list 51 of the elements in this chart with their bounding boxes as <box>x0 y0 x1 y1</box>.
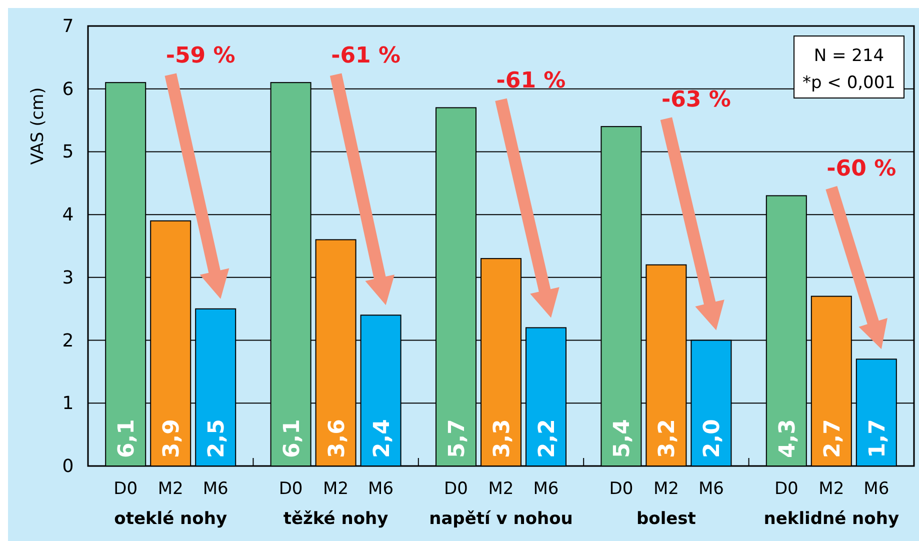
annotation: -60 % <box>826 156 896 182</box>
annotation: -61 % <box>331 44 401 69</box>
text: D0 <box>609 479 634 499</box>
x-tick-label: těžké nohy <box>283 509 388 529</box>
annotation: N = 214 <box>814 46 884 66</box>
data-label: 2,5 <box>204 419 230 458</box>
x-tick-label: neklidné nohy <box>764 509 900 529</box>
data-label: 2,2 <box>535 419 560 458</box>
series-label: M2 <box>158 479 184 499</box>
data-label: 1,7 <box>865 419 890 458</box>
data-label: 3,2 <box>655 419 680 458</box>
x-tick-label: bolest <box>636 509 696 529</box>
data-label: 2,4 <box>370 419 395 458</box>
data-label: 5,4 <box>610 419 636 458</box>
text: D0 <box>774 479 798 499</box>
y-tick-label: 6 <box>62 78 74 100</box>
text: M6 <box>864 479 890 499</box>
text: M2 <box>488 479 514 499</box>
data-label: 5,7 <box>445 419 470 458</box>
data-label: 6,1 <box>280 419 305 458</box>
data-label: 4,3 <box>775 419 800 458</box>
y-tick-label: 7 <box>62 16 74 37</box>
text: M6 <box>533 479 559 499</box>
y-tick-label: 3 <box>62 267 74 288</box>
series-label: D0 <box>114 479 138 499</box>
annotation: -63 % <box>661 88 731 113</box>
data-label: 2,7 <box>820 419 846 458</box>
annotation: -61 % <box>496 68 566 94</box>
y-tick-label: 2 <box>62 330 74 352</box>
annotation: -59 % <box>166 44 236 69</box>
y-tick-label: 5 <box>62 142 74 163</box>
data-label: 3,6 <box>324 419 350 458</box>
text: D0 <box>444 479 468 499</box>
data-label: 2,0 <box>700 419 726 458</box>
text: M6 <box>368 479 394 499</box>
data-label: 6,1 <box>114 419 140 458</box>
text: M2 <box>323 479 349 499</box>
y-tick-label: 4 <box>62 204 74 226</box>
x-tick-label: napětí v nohou <box>429 509 573 529</box>
text: D0 <box>278 479 303 499</box>
y-axis-title: VAS (cm) <box>28 87 48 165</box>
x-tick-label: oteklé nohy <box>114 509 228 529</box>
data-label: 3,9 <box>160 419 185 458</box>
y-tick-label: 1 <box>62 393 74 414</box>
y-tick-label: 0 <box>62 456 74 477</box>
text: M2 <box>818 479 844 499</box>
text: M6 <box>698 479 724 499</box>
series-label: M6 <box>202 479 228 499</box>
data-label: 3,3 <box>490 419 515 458</box>
text: M2 <box>653 479 679 499</box>
annotation: *p < 0,001 <box>802 73 896 93</box>
